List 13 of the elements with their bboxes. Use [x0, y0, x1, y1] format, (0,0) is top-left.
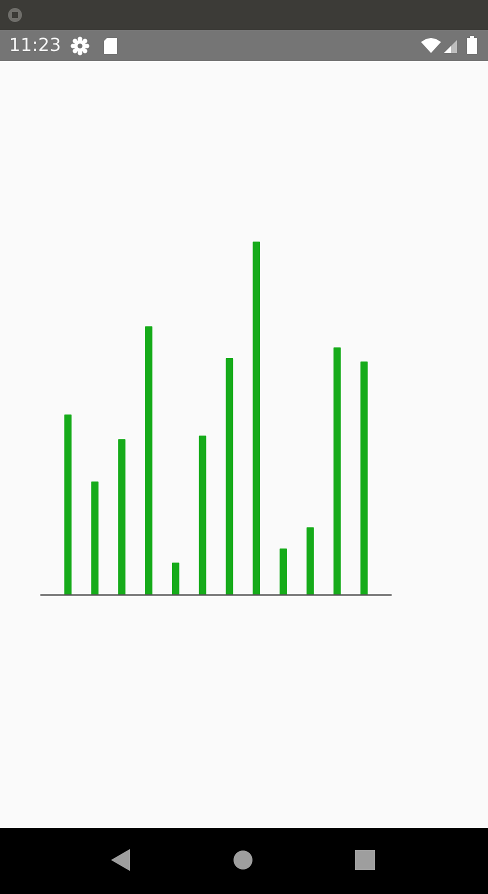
bar	[118, 439, 126, 595]
bar	[198, 436, 206, 595]
bar	[280, 548, 287, 595]
bar	[64, 414, 72, 595]
bar	[306, 527, 314, 595]
bar	[226, 358, 234, 595]
bar	[172, 562, 180, 595]
bar	[91, 481, 99, 595]
bar	[360, 362, 368, 595]
bar	[333, 347, 341, 595]
bar	[252, 242, 260, 595]
text: 11:23	[10, 38, 60, 52]
bar	[145, 326, 152, 595]
